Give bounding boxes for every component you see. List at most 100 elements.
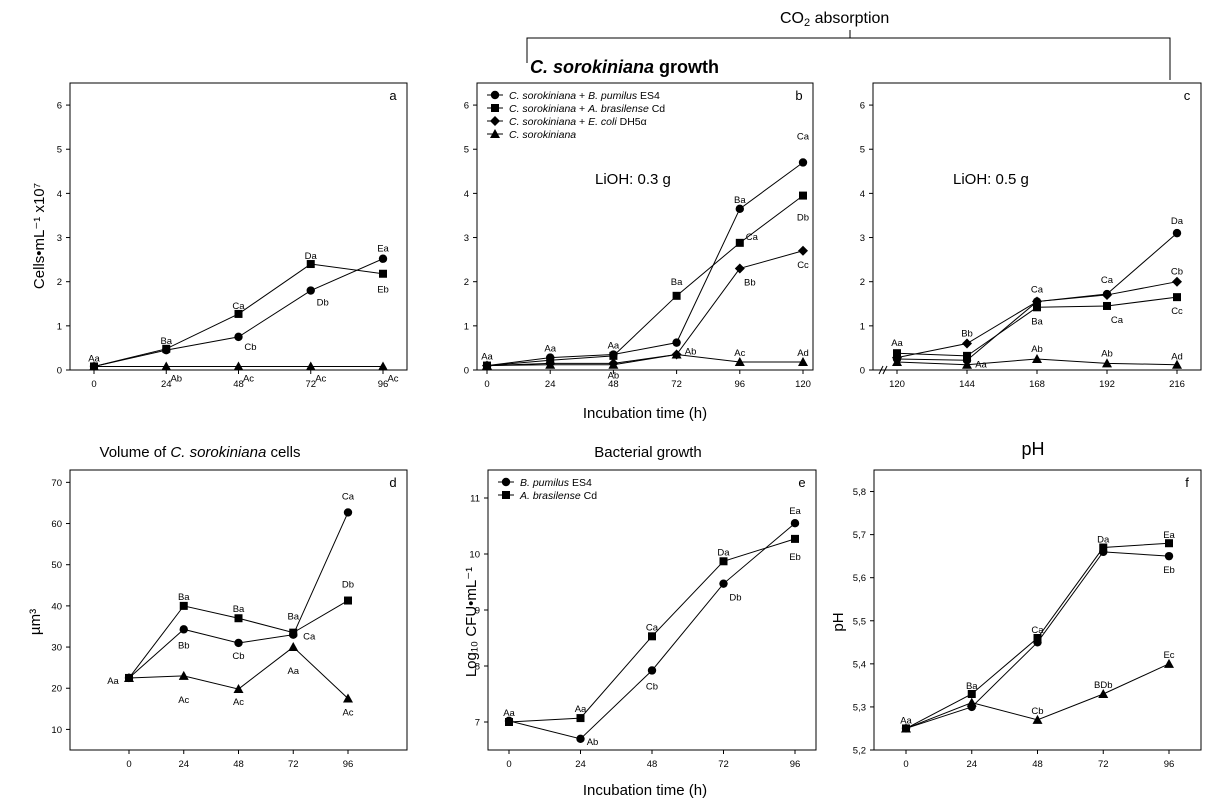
x-tick-label: 96: [735, 379, 746, 390]
y-tick-label: 3: [860, 233, 865, 244]
data-point-square: [289, 628, 298, 637]
y-tick-label: 2: [860, 277, 865, 288]
panel-b-series-triangle: Ab Ac Ad: [482, 347, 809, 370]
y-tick-label: 6: [464, 101, 469, 112]
point-label: Cb: [646, 681, 658, 692]
top-row-xlabel: Incubation time (h): [583, 405, 707, 422]
series-line: [486, 354, 803, 367]
panel-e-frame: [487, 469, 817, 751]
x-tick-label: 96: [378, 379, 389, 390]
point-label: Ab: [685, 347, 697, 358]
point-label: Da: [717, 547, 730, 558]
panel-a-frame: [69, 82, 408, 371]
growth-title: C. sorokiniana growth: [530, 57, 719, 77]
data-point-triangle: [892, 357, 902, 367]
point-label: Db: [342, 580, 354, 591]
data-point-triangle: [901, 723, 911, 733]
point-label: Aa: [975, 360, 987, 371]
y-tick-label: 20: [51, 684, 62, 695]
y-tick-label: 2: [57, 277, 62, 288]
x-tick-label: 0: [903, 759, 908, 770]
co2-title: CO2 absorption: [780, 10, 889, 29]
data-point-triangle: [178, 670, 189, 680]
legend-marker-circle: [501, 477, 511, 487]
data-point-square: [1103, 301, 1111, 310]
point-label: Ba: [160, 336, 172, 347]
x-tick-label: 24: [178, 759, 189, 770]
panel-e-bacterial-growth: 7 8 9 10 11 0 24 48 72 96 Ab Cb Db Ea Aa Aa Ca Da Eb e B. pu…: [469, 469, 817, 770]
y-tick-label: 0: [464, 366, 469, 377]
data-point-square: [234, 309, 243, 318]
x-tick-label: 24: [966, 759, 977, 770]
data-point-square: [719, 557, 728, 566]
point-label: Cc: [1171, 306, 1183, 317]
point-label: Eb: [1163, 565, 1175, 576]
data-point-circle: [179, 625, 188, 634]
panel-f-ylabel: pH: [830, 612, 847, 631]
data-point-circle: [798, 158, 808, 167]
legend-marker-triangle: [490, 129, 500, 138]
point-label: Aa: [107, 676, 119, 687]
data-point-triangle: [233, 684, 244, 694]
point-label: Da: [1171, 216, 1184, 227]
point-label: Ec: [1163, 650, 1174, 661]
y-tick-label: 1: [464, 321, 469, 332]
point-label: Eb: [377, 285, 389, 296]
point-label: Ac: [315, 373, 326, 384]
y-tick-label: 5: [57, 145, 62, 156]
point-label: BDb: [1094, 680, 1112, 691]
data-point-circle: [672, 338, 681, 347]
data-point-triangle: [343, 693, 353, 703]
point-label: Ab: [170, 373, 182, 384]
point-label: Ba: [1031, 316, 1043, 327]
data-point-triangle: [1032, 714, 1043, 724]
y-tick-label: 5: [464, 145, 469, 156]
data-point-triangle: [1102, 358, 1112, 368]
data-point-square: [576, 714, 585, 723]
point-label: Aa: [608, 341, 620, 352]
data-point-circle: [306, 286, 315, 295]
panel-f-series-circle: Eb: [901, 547, 1175, 733]
data-point-triangle: [482, 360, 492, 370]
data-point-circle: [1172, 228, 1182, 238]
x-tick-label: 120: [889, 379, 905, 390]
data-point-diamond: [962, 338, 972, 349]
x-tick-label: 192: [1099, 379, 1115, 390]
series-line: [486, 162, 804, 367]
y-tick-label: 60: [51, 519, 62, 530]
panel-f-series-square: Aa Ba Ca Da Ea: [900, 530, 1176, 733]
point-label: Ea: [377, 244, 389, 255]
bottom-row-xlabel: Incubation time (h): [583, 782, 707, 799]
point-label: Da: [305, 251, 318, 262]
y-tick-label: 4: [860, 189, 865, 200]
data-point-circle: [576, 734, 585, 743]
data-point-square: [893, 349, 901, 358]
panel-e-ylabel: Log₁₀ CFU•mL⁻¹: [463, 567, 480, 677]
x-tick-label: 0: [484, 379, 489, 390]
co2-absorption-header: CO2 absorption: [526, 10, 1171, 80]
series-line: [486, 250, 804, 367]
point-label: Ab: [608, 370, 620, 381]
y-tick-label: 7: [475, 718, 480, 729]
point-label: Aa: [900, 715, 912, 726]
legend-marker-circle: [490, 90, 500, 100]
y-tick-label: 10: [51, 725, 62, 736]
point-label: Aa: [88, 353, 100, 364]
point-label: Eb: [789, 552, 801, 563]
x-tick-label: 48: [233, 759, 244, 770]
point-label: Ac: [342, 708, 353, 719]
point-label: Ea: [1163, 530, 1175, 541]
point-label: Ac: [243, 373, 254, 384]
x-tick-label: 48: [647, 759, 658, 770]
series-line: [486, 195, 804, 367]
panel-c-series-triangle: Aa Ab Ab Ad: [892, 344, 1183, 371]
data-point-square: [306, 260, 315, 269]
y-tick-label: 11: [470, 494, 480, 505]
x-tick-label: 72: [671, 379, 682, 390]
point-label: Aa: [575, 704, 587, 715]
panel-b-frame: [476, 82, 814, 371]
data-point-triangle: [124, 672, 134, 682]
data-point-circle: [790, 519, 800, 528]
legend-marker-square: [502, 491, 510, 499]
data-point-triangle: [161, 361, 172, 371]
